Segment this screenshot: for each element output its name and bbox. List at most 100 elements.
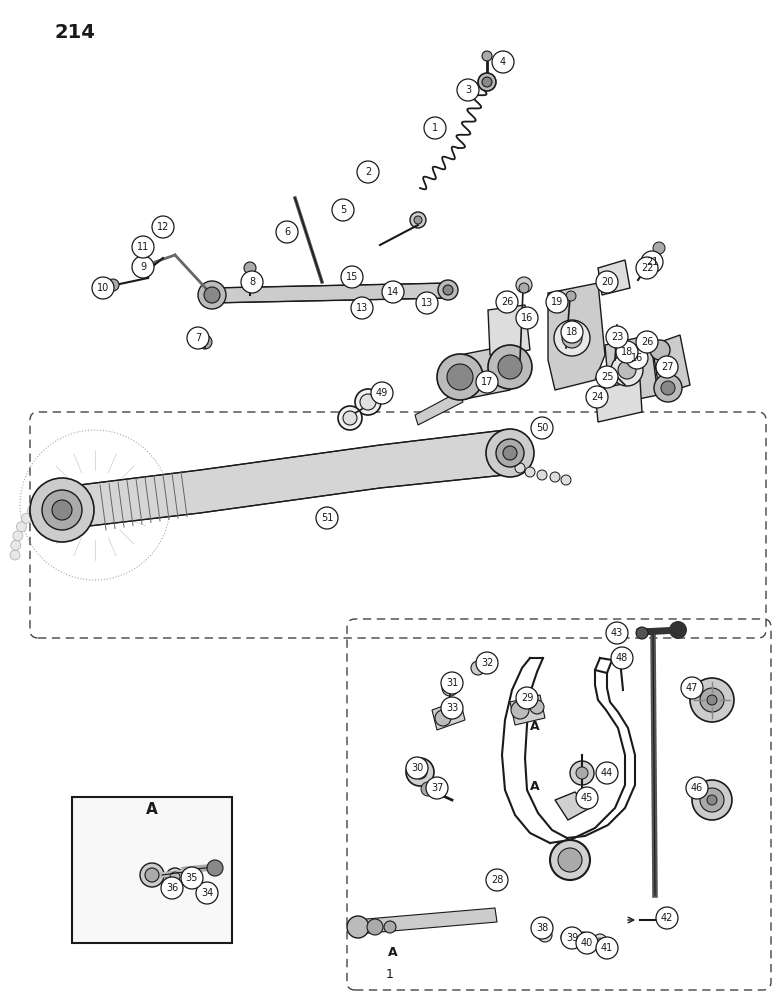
Circle shape [338, 406, 362, 430]
Text: 30: 30 [411, 763, 423, 773]
Circle shape [476, 652, 498, 674]
Text: A: A [530, 780, 540, 794]
Text: 2: 2 [365, 167, 371, 177]
Circle shape [360, 394, 376, 410]
Circle shape [145, 868, 159, 882]
Circle shape [486, 429, 534, 477]
Circle shape [558, 848, 582, 872]
Circle shape [636, 257, 658, 279]
Circle shape [181, 867, 203, 889]
Text: 47: 47 [686, 683, 698, 693]
Circle shape [681, 677, 703, 699]
Circle shape [166, 868, 184, 886]
Circle shape [441, 697, 463, 719]
Circle shape [606, 622, 628, 644]
Circle shape [515, 463, 525, 473]
Circle shape [347, 916, 369, 938]
Circle shape [30, 478, 94, 542]
Circle shape [478, 73, 496, 91]
Text: 14: 14 [387, 287, 399, 297]
Circle shape [161, 877, 183, 899]
Circle shape [537, 470, 547, 480]
Text: 13: 13 [421, 298, 433, 308]
Text: 21: 21 [646, 257, 658, 267]
Circle shape [636, 331, 658, 353]
Text: 26: 26 [501, 297, 513, 307]
Polygon shape [652, 335, 690, 395]
Circle shape [650, 340, 670, 360]
Circle shape [562, 328, 582, 348]
Circle shape [561, 321, 583, 343]
Circle shape [416, 292, 438, 314]
Circle shape [606, 326, 628, 348]
Circle shape [542, 932, 548, 938]
Circle shape [447, 364, 473, 390]
Circle shape [561, 930, 575, 944]
Circle shape [52, 500, 72, 520]
Circle shape [550, 472, 560, 482]
Circle shape [187, 327, 209, 349]
Text: 22: 22 [640, 263, 654, 273]
Circle shape [92, 277, 114, 299]
Circle shape [198, 281, 226, 309]
Circle shape [707, 695, 717, 705]
Circle shape [596, 937, 618, 959]
Circle shape [10, 550, 20, 560]
Circle shape [654, 374, 682, 402]
Circle shape [669, 621, 687, 639]
Text: 43: 43 [611, 628, 623, 638]
Circle shape [13, 531, 23, 541]
Circle shape [596, 366, 618, 388]
Text: 50: 50 [536, 423, 548, 433]
Circle shape [516, 277, 532, 293]
Circle shape [531, 417, 553, 439]
Circle shape [16, 522, 27, 532]
Text: 23: 23 [611, 332, 623, 342]
Text: 24: 24 [590, 392, 603, 402]
Polygon shape [432, 700, 465, 730]
Circle shape [316, 507, 338, 529]
Text: 40: 40 [581, 938, 593, 948]
Circle shape [692, 780, 732, 820]
Circle shape [435, 710, 451, 726]
Circle shape [492, 51, 514, 73]
Text: 25: 25 [601, 372, 613, 382]
Text: 34: 34 [201, 888, 213, 898]
Text: 11: 11 [136, 242, 149, 252]
Circle shape [152, 216, 174, 238]
Text: 45: 45 [581, 793, 593, 803]
Circle shape [531, 917, 553, 939]
Text: 44: 44 [601, 768, 613, 778]
Circle shape [686, 777, 708, 799]
Circle shape [596, 762, 618, 784]
Text: 16: 16 [631, 353, 644, 363]
Text: 214: 214 [55, 22, 96, 41]
Text: 13: 13 [356, 303, 368, 313]
Text: 6: 6 [284, 227, 290, 237]
Circle shape [519, 283, 529, 293]
Circle shape [576, 932, 590, 946]
Polygon shape [548, 283, 605, 390]
Polygon shape [55, 430, 505, 530]
Circle shape [496, 439, 524, 467]
Circle shape [384, 921, 396, 933]
Circle shape [476, 371, 498, 393]
Circle shape [611, 354, 643, 386]
Circle shape [421, 782, 435, 796]
Circle shape [576, 932, 598, 954]
Circle shape [204, 287, 220, 303]
Text: A: A [530, 720, 540, 734]
Circle shape [410, 212, 426, 228]
Circle shape [332, 199, 354, 221]
Text: 37: 37 [431, 783, 443, 793]
Circle shape [406, 757, 428, 779]
Circle shape [561, 475, 571, 485]
Circle shape [503, 446, 517, 460]
Circle shape [700, 788, 724, 812]
Text: 46: 46 [691, 783, 703, 793]
Circle shape [43, 494, 53, 504]
Circle shape [656, 356, 678, 378]
Text: 1: 1 [386, 968, 394, 982]
Circle shape [570, 761, 594, 785]
Circle shape [198, 335, 212, 349]
